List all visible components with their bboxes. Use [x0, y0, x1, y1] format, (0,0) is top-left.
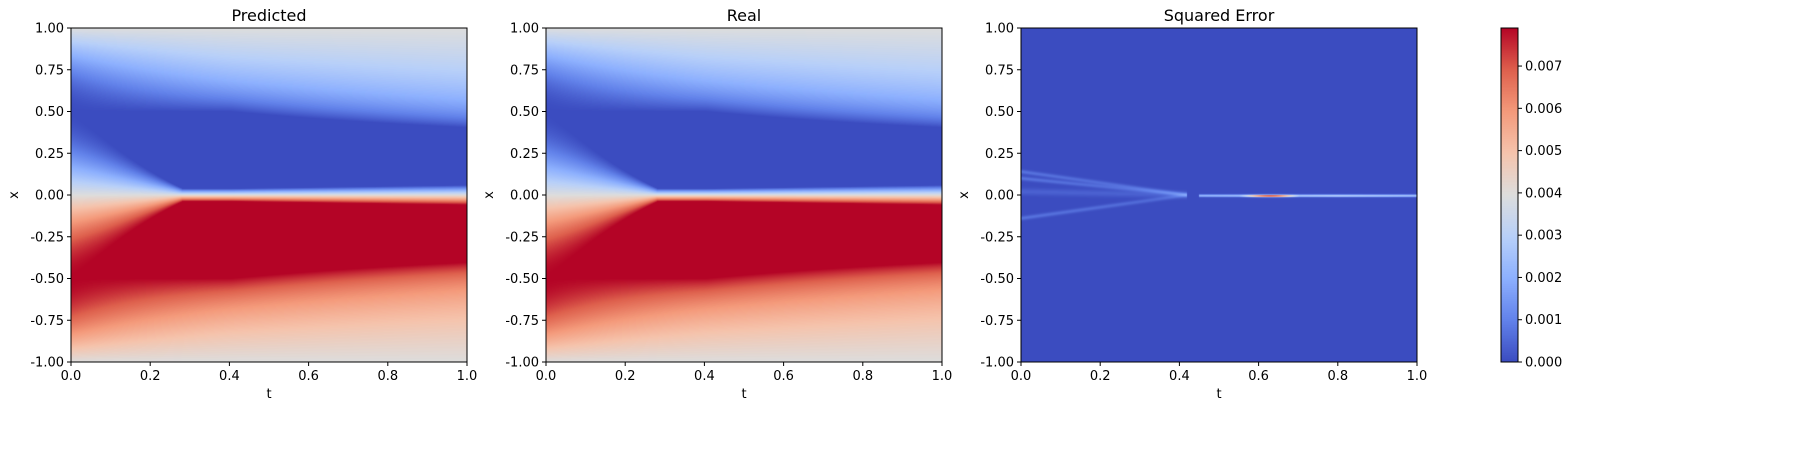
y-tick-label: -1.00	[505, 356, 539, 371]
y-tick-label: -1.00	[980, 356, 1014, 371]
y-axis-label: x	[957, 191, 972, 199]
heatmap-image	[71, 28, 467, 362]
colorbar-tick-label: 0.005	[1525, 144, 1562, 159]
x-tick-label: 0.0	[61, 369, 82, 384]
colorbar-tick-label: 0.006	[1525, 102, 1562, 117]
y-tick-label: -0.25	[30, 230, 64, 245]
x-axis-label: t	[1216, 387, 1221, 402]
y-tick-label: 0.75	[510, 63, 539, 78]
y-tick-label: 0.75	[35, 63, 64, 78]
subplot-2	[545, 27, 943, 363]
x-tick-label: 0.6	[773, 369, 794, 384]
heatmap-image	[1021, 28, 1417, 362]
x-tick-label: 0.2	[615, 369, 636, 384]
x-tick-label: 0.2	[1090, 369, 1111, 384]
x-tick-label: 0.6	[298, 369, 319, 384]
y-tick-label: -0.75	[30, 314, 64, 329]
x-tick-label: 1.0	[457, 369, 478, 384]
subplot-title: Squared Error	[1164, 6, 1275, 25]
colorbar-gradient	[1501, 28, 1518, 362]
y-tick-label: -0.25	[505, 230, 539, 245]
y-tick-label: 1.00	[985, 22, 1014, 37]
y-tick-label: 1.00	[35, 22, 64, 37]
x-tick-label: 0.4	[1169, 369, 1190, 384]
y-tick-label: -0.75	[505, 314, 539, 329]
y-tick-label: 0.00	[510, 189, 539, 204]
x-tick-label: 0.0	[1011, 369, 1032, 384]
y-tick-label: 0.00	[985, 189, 1014, 204]
y-tick-label: 1.00	[510, 22, 539, 37]
x-tick-label: 0.6	[1248, 369, 1269, 384]
y-tick-label: -0.50	[30, 272, 64, 287]
x-tick-label: 0.8	[1327, 369, 1348, 384]
x-tick-label: 0.0	[536, 369, 557, 384]
subplot-title: Real	[727, 6, 762, 25]
x-tick-label: 0.8	[852, 369, 873, 384]
y-tick-label: -0.75	[980, 314, 1014, 329]
x-tick-label: 0.8	[377, 369, 398, 384]
y-tick-label: 0.50	[35, 105, 64, 120]
colorbar-tick-label: 0.002	[1525, 271, 1562, 286]
y-tick-label: 0.75	[985, 63, 1014, 78]
x-tick-label: 0.4	[219, 369, 240, 384]
colorbar-frame	[1500, 27, 1519, 363]
y-tick-label: 0.25	[985, 147, 1014, 162]
y-tick-label: -0.25	[980, 230, 1014, 245]
heatmap-image	[546, 28, 942, 362]
x-axis-label: t	[266, 387, 271, 402]
y-tick-label: 0.50	[510, 105, 539, 120]
subplot-3	[1020, 27, 1418, 363]
y-tick-label: 0.25	[35, 147, 64, 162]
colorbar-tick-label: 0.007	[1525, 60, 1562, 75]
subplot-1	[70, 27, 468, 363]
subplot-title: Predicted	[231, 6, 306, 25]
y-axis-label: x	[7, 191, 22, 199]
x-tick-label: 0.2	[140, 369, 161, 384]
y-tick-label: -0.50	[505, 272, 539, 287]
colorbar-tick-label: 0.000	[1525, 356, 1562, 371]
x-axis-label: t	[741, 387, 746, 402]
x-tick-label: 0.4	[694, 369, 715, 384]
y-tick-label: 0.25	[510, 147, 539, 162]
y-tick-label: 0.00	[35, 189, 64, 204]
colorbar-tick-label: 0.001	[1525, 313, 1562, 328]
x-tick-label: 1.0	[932, 369, 953, 384]
x-tick-label: 1.0	[1407, 369, 1428, 384]
colorbar-tick-label: 0.003	[1525, 229, 1562, 244]
y-tick-label: -0.50	[980, 272, 1014, 287]
y-axis-label: x	[482, 191, 497, 199]
y-tick-label: 0.50	[985, 105, 1014, 120]
y-tick-label: -1.00	[30, 356, 64, 371]
colorbar-tick-label: 0.004	[1525, 186, 1562, 201]
